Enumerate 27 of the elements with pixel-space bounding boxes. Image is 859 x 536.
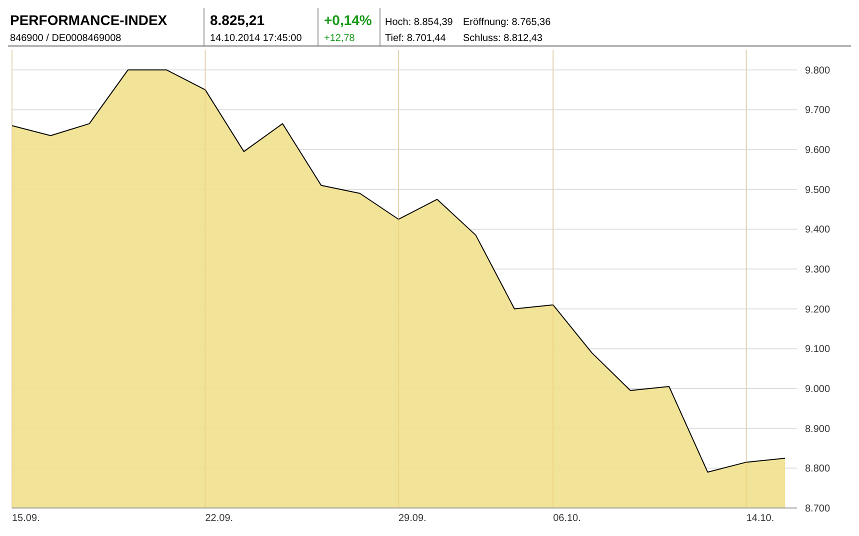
text: Eröffnung: 8.765,36	[463, 17, 552, 28]
text: Tief: 8.701,44	[385, 33, 446, 44]
text: 14.10.2014 17:45:00	[210, 33, 302, 44]
text: +0,14%	[324, 12, 372, 28]
y-tick-label: 8.700	[805, 504, 830, 514]
y-tick-label: 9.300	[805, 264, 830, 276]
y-tick-label: 8.900	[805, 424, 830, 435]
y-tick-label: 9.500	[805, 184, 830, 196]
y-tick-label: 9.100	[805, 344, 830, 356]
x-tick-label: 29.09.	[398, 513, 426, 524]
text: +12,78	[324, 33, 356, 44]
y-tick-label: 9.200	[805, 304, 830, 316]
y-tick-label: 9.700	[805, 105, 830, 116]
x-tick-label: 06.10.	[553, 513, 581, 524]
text: 8.825,21	[210, 12, 265, 28]
x-tick-label: 15.09.	[12, 513, 40, 524]
text: Hoch: 8.854,39	[385, 17, 454, 28]
y-tick-label: 9.000	[805, 384, 830, 396]
y-tick-label: 9.400	[805, 224, 830, 236]
chart-title: PERFORMANCE-INDEX	[10, 12, 168, 28]
y-tick-label: 8.800	[805, 464, 830, 475]
x-tick-label: 22.09.	[205, 513, 234, 524]
chart-subtitle: 846900 / DE0008469008	[10, 33, 122, 44]
x-tick-label: 14.10.	[746, 513, 774, 524]
text: Schluss: 8.812,43	[463, 33, 543, 44]
y-tick-label: 9.800	[805, 65, 830, 76]
y-tick-label: 9.600	[805, 145, 830, 156]
